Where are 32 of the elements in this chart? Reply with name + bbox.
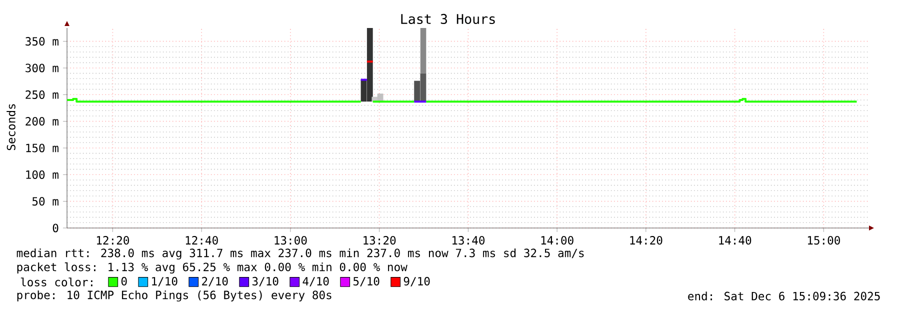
text: probe: 10 ICMP Echo Pings (56 Bytes) every 80s	[17, 290, 332, 302]
text: median rtt: 238.0 ms avg 311.7 ms max 237.0 ms min 237.0 ms now 7.3 ms sd 32.5 am/s	[16, 248, 584, 260]
legend-label: 2/10	[202, 276, 228, 286]
x-tick-label: 13:00	[274, 236, 307, 245]
x-tick-label: 13:40	[452, 236, 485, 245]
x-tick-label: 14:40	[719, 236, 752, 245]
y-tick-label: 100 m	[26, 170, 58, 179]
chart-title: Last 3 Hours	[401, 14, 495, 24]
y-tick-label: 300 m	[26, 64, 58, 72]
x-tick-label: 12:40	[186, 236, 218, 245]
y-tick-label: 200 m	[26, 117, 58, 126]
bar	[420, 28, 426, 74]
x-tick-label: 14:00	[541, 236, 574, 245]
legend-label: 5/10	[353, 276, 380, 286]
legend-title: loss color:	[20, 278, 92, 286]
legend-label: 1/10	[152, 276, 178, 286]
text: packet loss: 1.13 % avg 65.25 % max 0.00 % min 0.00 % now	[17, 262, 408, 274]
y-axis-title: Seconds	[6, 104, 16, 150]
x-tick-label: 12:20	[96, 236, 130, 245]
legend-label: 4/10	[302, 276, 329, 286]
y-tick-label: 350 m	[26, 37, 58, 46]
y-tick-label: 50 m	[32, 197, 58, 206]
y-tick-label: 0	[52, 224, 58, 232]
legend-label: 0	[121, 276, 127, 286]
x-tick-label: 13:20	[364, 236, 396, 245]
y-tick-label: 150 m	[26, 144, 58, 152]
legend-label: 9/10	[404, 276, 430, 286]
y-tick-label: 250 m	[26, 90, 58, 99]
x-tick-label: 15:00	[808, 236, 840, 245]
x-tick-label: 14:20	[630, 236, 662, 245]
text: end: Sat Dec 6 15:09:36 2025	[688, 292, 880, 300]
legend-label: 3/10	[252, 276, 278, 286]
